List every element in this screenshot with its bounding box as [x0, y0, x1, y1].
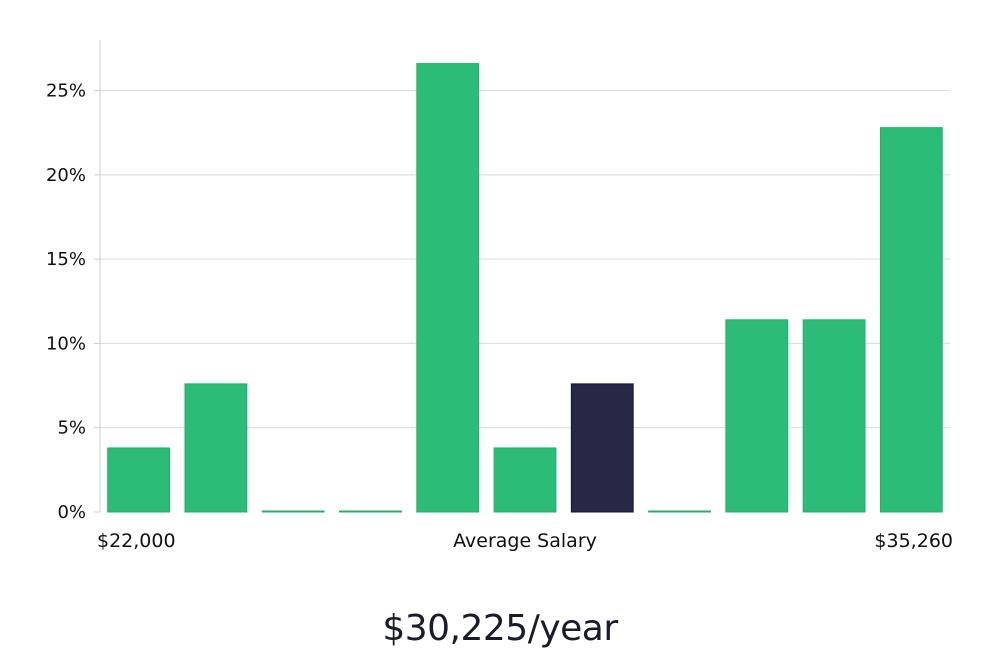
y-tick-label: 15% — [46, 249, 86, 270]
histogram-bar — [107, 447, 171, 513]
y-axis: 0% 5% 10% 15% 20% 25% — [46, 40, 101, 523]
bars — [107, 63, 943, 513]
histogram-bar — [261, 510, 325, 513]
histogram-bar — [493, 447, 557, 513]
y-tick-label: 10% — [46, 333, 86, 354]
average-salary-value: $30,225/year — [382, 608, 618, 649]
y-tick-label: 20% — [46, 165, 86, 186]
x-label-max: $35,260 — [874, 530, 953, 552]
x-label-min: $22,000 — [97, 530, 176, 552]
histogram-bar — [339, 510, 402, 513]
salary-histogram: 0% 5% 10% 15% 20% 25% $22,000 Average Salary … — [46, 40, 953, 552]
y-tick-label: 25% — [46, 81, 86, 102]
histogram-bar — [725, 319, 789, 513]
histogram-bar — [416, 63, 480, 513]
histogram-bar — [184, 383, 248, 513]
x-axis-labels: $22,000 Average Salary $35,260 — [97, 530, 953, 552]
histogram-bar — [802, 319, 866, 513]
histogram-bar — [648, 510, 711, 513]
histogram-svg: 0% 5% 10% 15% 20% 25% $22,000 Average Salary … — [46, 40, 953, 552]
histogram-bar — [879, 127, 943, 513]
histogram-bar-highlighted — [570, 383, 634, 513]
y-tick-label: 5% — [57, 418, 86, 439]
x-axis-title: Average Salary — [453, 530, 597, 552]
y-tick-label: 0% — [57, 502, 86, 523]
